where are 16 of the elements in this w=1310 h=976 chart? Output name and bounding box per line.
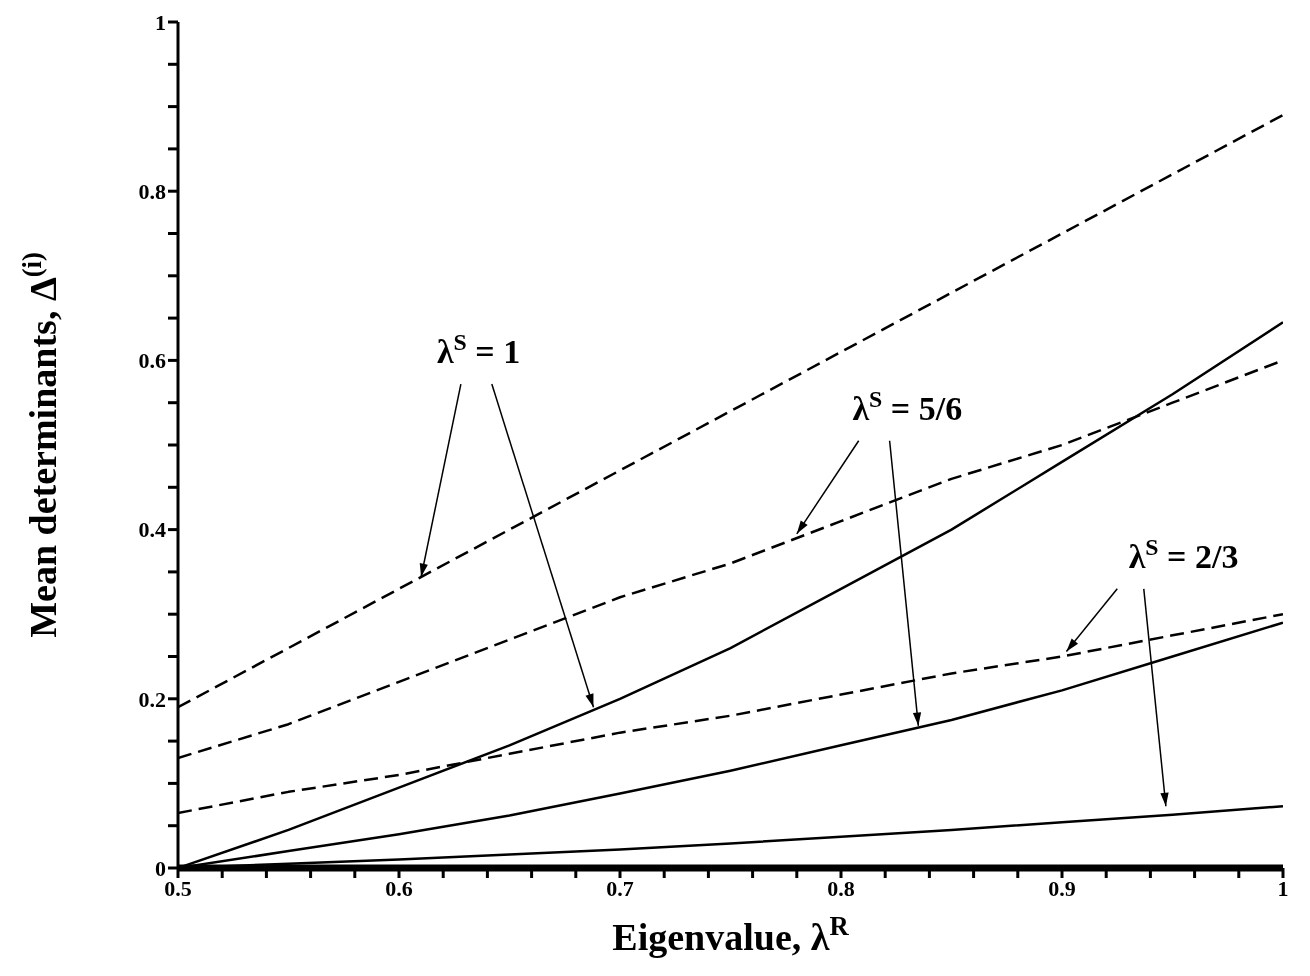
annotation: λ$^{S}$ = 2/3 <box>1128 533 1239 575</box>
y-tick-label: 1 <box>155 9 166 35</box>
y-tick-label: 0.6 <box>138 348 166 374</box>
annotation: λ$^{S}$ = 5/6 <box>852 385 963 427</box>
x-tick-label: 0.8 <box>827 875 855 901</box>
x-tick-label: 0.6 <box>385 875 413 901</box>
y-tick-label: 0.2 <box>138 686 166 712</box>
y-tick-label: 0 <box>155 855 166 881</box>
y-tick-label: 0.8 <box>138 179 166 205</box>
x-tick-label: 0.5 <box>164 875 192 901</box>
x-tick-label: 0.9 <box>1048 875 1076 901</box>
x-tick-label: 0.7 <box>606 875 634 901</box>
y-tick-label: 0.4 <box>138 517 166 543</box>
annotation: λ$^{S}$ = 1 <box>436 328 521 370</box>
x-tick-label: 1 <box>1277 875 1289 901</box>
x-axis-title: Eigenvalue, λ$^{R}$ <box>612 911 850 958</box>
